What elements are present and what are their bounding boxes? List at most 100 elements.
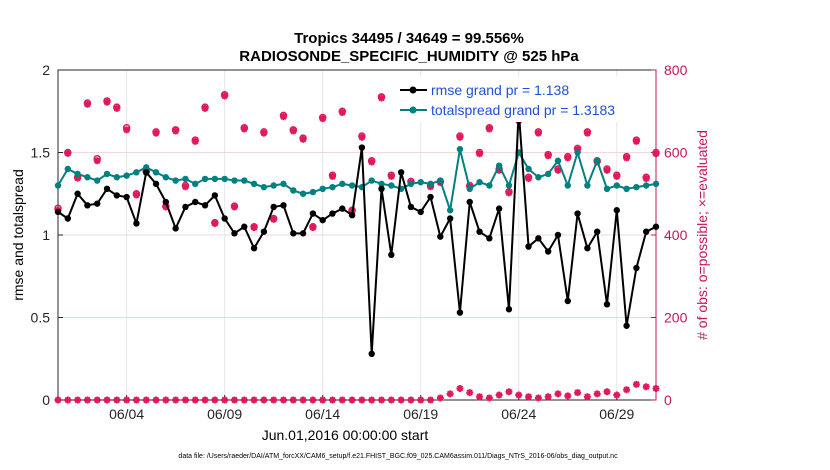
asterisk-mark: [544, 152, 552, 160]
obs-evaluated-point: [142, 396, 150, 404]
asterisk-mark: [230, 396, 238, 404]
rmse-point: [466, 198, 473, 206]
obs-evaluated-point: [652, 384, 660, 392]
asterisk-mark: [103, 98, 111, 106]
footer-data-file: data file: /Users/raeder/DAI/ATM_forcXX/…: [178, 453, 618, 460]
asterisk-mark: [113, 104, 121, 112]
obs-evaluated-point: [64, 396, 72, 404]
totalspread-point: [54, 182, 62, 189]
rmse-point: [388, 251, 395, 258]
obs-evaluated-point: [407, 396, 415, 404]
totalspread-point: [623, 185, 630, 192]
y2-tick-label: 400: [664, 227, 688, 243]
obs-evaluated-point: [83, 100, 91, 108]
obs-evaluated-point: [181, 396, 189, 404]
asterisk-mark: [309, 396, 317, 404]
obs-evaluated-point: [338, 108, 346, 116]
totalspread-point: [192, 180, 199, 188]
obs-evaluated-point: [191, 396, 199, 404]
legend-label-rmse: rmse grand pr = 1.138: [431, 82, 569, 98]
asterisk-mark: [270, 215, 278, 223]
asterisk-mark: [328, 172, 336, 180]
asterisk-mark: [132, 396, 140, 404]
obs-evaluated-point: [436, 394, 444, 402]
obs-evaluated-point: [123, 396, 131, 404]
rmse-point: [378, 185, 385, 192]
asterisk-mark: [64, 149, 72, 157]
asterisk-mark: [309, 224, 317, 232]
asterisk-mark: [652, 150, 660, 158]
totalspread-point: [456, 146, 464, 153]
rmse-point: [633, 264, 640, 272]
totalspread-point: [280, 180, 287, 188]
asterisk-mark: [525, 393, 533, 401]
totalspread-point: [211, 175, 219, 183]
x-axis-label: Jun.01,2016 00:00:00 start: [262, 427, 429, 443]
obs-evaluated-point: [309, 224, 317, 232]
obs-evaluated-point: [240, 125, 248, 133]
rmse-point: [192, 198, 199, 206]
rmse-point: [290, 230, 297, 237]
asterisk-mark: [93, 396, 101, 404]
asterisk-mark: [387, 172, 395, 180]
totalspread-point: [329, 183, 336, 191]
obs-evaluated-point: [642, 383, 650, 391]
obs-evaluated-point: [348, 396, 356, 404]
asterisk-mark: [123, 126, 131, 134]
rmse-point: [231, 230, 238, 237]
asterisk-mark: [191, 137, 199, 145]
rmse-point: [84, 202, 91, 209]
obs-evaluated-point: [319, 396, 327, 404]
y-tick-label: 0: [42, 392, 50, 408]
obs-evaluated-point: [299, 396, 307, 404]
totalspread-point: [339, 180, 346, 188]
asterisk-mark: [554, 390, 562, 398]
x-tick-label: 06/19: [403, 406, 438, 422]
totalspread-point: [525, 165, 532, 173]
obs-evaluated-point: [191, 137, 199, 145]
totalspread-point: [299, 190, 307, 197]
asterisk-mark: [240, 125, 248, 133]
obs-evaluated-point: [123, 126, 131, 134]
asterisk-mark: [113, 396, 121, 404]
totalspread-point: [388, 182, 395, 189]
rmse-point: [250, 245, 258, 252]
obs-evaluated-point: [564, 392, 572, 400]
asterisk-mark: [289, 396, 297, 404]
totalspread-point: [593, 157, 601, 164]
asterisk-mark: [211, 219, 219, 227]
asterisk-mark: [436, 394, 444, 402]
asterisk-mark: [476, 393, 484, 401]
rmse-point: [368, 350, 375, 357]
obs-evaluated-point: [466, 389, 474, 397]
totalspread-point: [290, 187, 297, 194]
totalspread-point: [505, 182, 513, 189]
asterisk-mark: [74, 174, 82, 182]
obs-evaluated-point: [270, 396, 278, 404]
rmse-point: [417, 208, 424, 216]
rmse-point: [554, 231, 562, 239]
rmse-point: [64, 215, 72, 222]
asterisk-mark: [544, 393, 552, 401]
totalspread-point: [535, 174, 542, 181]
obs-evaluated-point: [211, 396, 219, 404]
asterisk-mark: [54, 396, 62, 404]
totalspread-point: [584, 182, 591, 189]
y-axis-left: 0 0.5 1 1.5 2: [31, 62, 63, 408]
asterisk-mark: [250, 396, 258, 404]
asterisk-mark: [613, 172, 621, 180]
asterisk-mark: [289, 127, 297, 135]
totalspread-point: [162, 174, 170, 181]
rmse-point: [456, 309, 464, 316]
rmse-point: [642, 228, 650, 235]
totalspread-point: [348, 182, 356, 189]
obs-evaluated-point: [152, 129, 160, 137]
rmse-point: [329, 210, 336, 217]
obs-evaluated-point: [230, 396, 238, 404]
rmse-point: [584, 245, 591, 252]
asterisk-mark: [132, 191, 140, 199]
asterisk-mark: [583, 129, 591, 137]
rmse-point: [652, 223, 660, 230]
asterisk-mark: [603, 388, 611, 396]
rmse-point: [123, 193, 130, 201]
